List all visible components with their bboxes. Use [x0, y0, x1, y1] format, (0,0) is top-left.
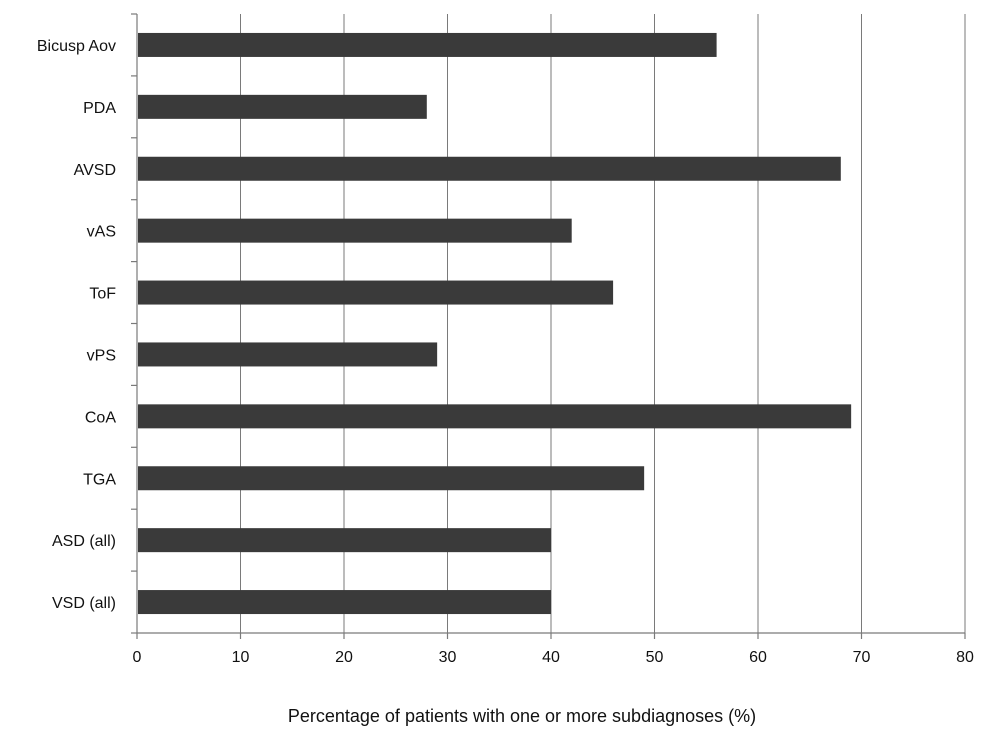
- category-label: VSD (all): [52, 595, 116, 612]
- x-tick-label: 0: [133, 649, 142, 666]
- bar-coa: [138, 404, 852, 429]
- x-tick-label: 20: [335, 649, 353, 666]
- x-tick-label: 60: [749, 649, 767, 666]
- category-label: CoA: [85, 409, 116, 426]
- axes: [131, 13, 966, 639]
- category-label: AVSD: [74, 162, 116, 179]
- x-tick-label: 50: [646, 649, 664, 666]
- bar-asd-all: [138, 528, 551, 553]
- x-tick-labels: 0 10 20 30 40 50 60 70 80: [133, 649, 974, 666]
- x-tick-label: 80: [956, 649, 974, 666]
- x-tick-label: 10: [232, 649, 250, 666]
- bar-bicusp-aov: [138, 32, 717, 57]
- category-label: vAS: [87, 224, 116, 241]
- x-tick-label: 40: [542, 649, 560, 666]
- category-labels: Bicusp Aov PDA AVSD vAS ToF vPS CoA TGA ASD (all…: [37, 38, 116, 612]
- bar-vps: [138, 342, 438, 367]
- x-tick-label: 30: [439, 649, 457, 666]
- bar-pda: [138, 94, 427, 119]
- category-label: TGA: [83, 471, 116, 488]
- bar-tga: [138, 466, 645, 491]
- bar-vsd-all: [138, 590, 551, 615]
- x-axis-title: Percentage of patients with one or more …: [288, 706, 756, 726]
- bar-avsd: [138, 156, 841, 181]
- category-label: ASD (all): [52, 533, 116, 550]
- bar-vas: [138, 218, 572, 243]
- bar-tof: [138, 280, 614, 305]
- category-label: ToF: [89, 286, 116, 303]
- bars: [138, 32, 852, 615]
- x-tick-label: 70: [853, 649, 871, 666]
- category-label: vPS: [87, 347, 116, 364]
- category-label: Bicusp Aov: [37, 38, 116, 55]
- category-label: PDA: [83, 100, 116, 117]
